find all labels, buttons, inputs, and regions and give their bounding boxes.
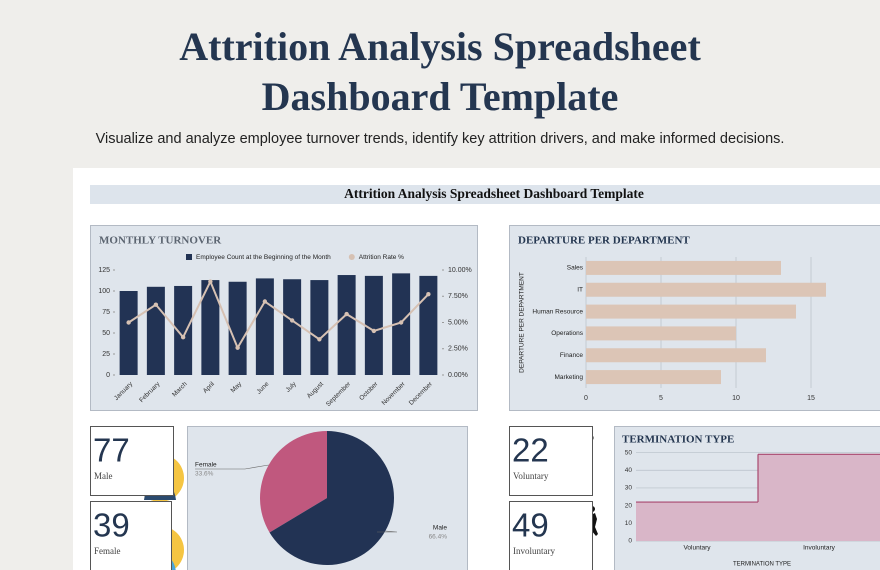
pie-slice [259,431,327,533]
kpi-label: Involuntary [513,546,555,556]
y-tick-label: 20 [625,502,633,509]
x-tick-label: 0 [584,395,588,402]
y2-tick-label: 10.00% [448,267,472,274]
y-tick-label: Sales [567,265,584,272]
bar [228,281,247,375]
step-area [758,454,880,541]
y-tick-label: Operations [551,330,584,337]
kpi-label: Voluntary [513,471,549,481]
bar [586,282,826,297]
y-tick-label: 40 [625,467,633,474]
line-marker [262,299,268,304]
y-tick-label: 75 [102,309,110,316]
step-area [636,502,758,541]
y-tick-label: 50 [625,449,633,456]
x-axis-label: TERMINATION TYPE [733,562,791,568]
line-marker [344,311,349,317]
bar [586,326,736,341]
line-marker [398,320,404,325]
line-marker [180,335,186,340]
y-tick-label: 10 [625,520,633,527]
sheet-title: Attrition Analysis Spreadsheet Dashboard… [344,186,644,201]
y2-tick-label: 2.50% [448,346,468,353]
kpi-card [509,426,593,496]
y-tick-label: Finance [560,352,584,359]
pie-label: Male [433,525,447,532]
legend-label: Employee Count at the Beginning of the M… [196,254,331,261]
y-tick-label: 0 [106,372,110,379]
y2-tick-label: 7.50% [448,293,468,300]
bar [586,304,796,319]
bar [586,260,781,275]
kpi-value: 77 [93,432,130,469]
line-marker [235,345,240,350]
bar [364,275,383,375]
chart-title: MONTHLY TURNOVER [99,235,222,247]
bar [174,285,193,375]
y-tick-label: Marketing [554,374,583,381]
bar [310,280,329,375]
legend-swatch [348,254,355,260]
bar [201,280,220,375]
kpi-card [509,501,593,570]
y-tick-label: 100 [98,288,110,295]
leader-line [195,464,269,470]
x-tick-label: Involuntary [803,545,836,552]
line-marker [208,279,213,284]
y-tick-label: 125 [98,267,110,274]
legend-label: Attrition Rate % [359,254,404,261]
page-subtitle: Visualize and analyze employee turnover … [95,131,785,147]
bar [255,278,274,375]
line-marker [371,328,377,334]
y-tick-label: 50 [102,330,110,337]
bar [419,275,438,375]
bar [119,291,138,375]
line-marker [126,320,131,325]
kpi-label: Male [94,471,113,481]
y-tick-label: 30 [625,485,633,492]
y-tick-label: 0 [628,538,632,545]
kpi-card [90,501,172,570]
bar [586,348,766,363]
x-tick-label: 5 [659,395,663,402]
bar [283,279,302,375]
kpi-label: Female [94,546,121,556]
line-marker [153,302,159,307]
y-tick-label: IT [577,286,583,293]
kpi-value: 39 [93,507,130,544]
bar [586,370,721,385]
x-tick-label: Voluntary [683,545,711,552]
x-tick-label: 15 [807,395,815,402]
y2-tick-label: 0.00% [448,372,468,379]
chart-title: DEPARTURE PER DEPARTMENT [518,235,690,247]
pie-value-label: 33.6% [195,471,214,478]
bar [337,275,356,375]
kpi-value: 22 [512,432,549,469]
chart-title: TERMINATION TYPE [622,434,734,446]
x-tick-label: 10 [732,395,740,402]
legend-swatch [186,254,192,260]
line [128,279,430,350]
sheet-title-bar [90,185,880,204]
pie-label: Female [195,462,217,469]
bar [146,286,165,375]
line-marker [317,337,322,342]
page-title: Attrition Analysis Spreadsheet Dashboard… [179,24,701,119]
pie-value-label: 66.4% [429,534,448,541]
kpi-value: 49 [512,507,549,544]
y2-tick-label: 5.00% [448,319,468,326]
y-tick-label: Human Resource [532,308,583,315]
line-marker [289,318,295,323]
kpi-card [90,426,174,496]
pie-slice [269,431,394,565]
leader-line [377,530,398,533]
y-axis-label: DEPARTURE PER DEPARTMENT [519,272,526,373]
y-tick-label: 25 [102,351,110,358]
line-marker [426,291,431,297]
